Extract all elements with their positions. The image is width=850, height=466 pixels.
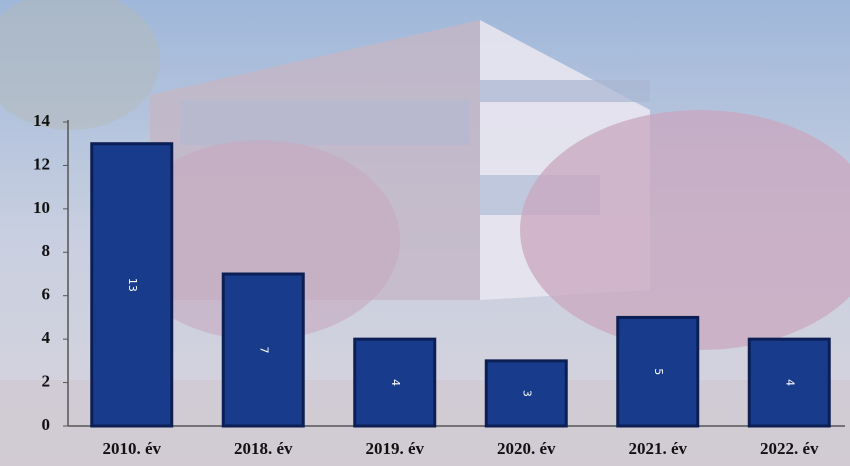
y-tick-label: 12 [33,154,50,173]
value-label: 5 [652,368,665,375]
x-tick-label: 2019. év [365,439,424,458]
page: {"chart_data": {"type": "bar", "categori… [0,0,850,466]
y-tick-label: 4 [42,328,51,347]
y-tick-label: 2 [42,371,51,390]
x-tick-label: 2022. év [760,439,819,458]
y-tick-label: 8 [42,241,51,260]
y-tick-label: 10 [33,198,50,217]
x-tick-label: 2020. év [497,439,556,458]
y-tick-label: 14 [33,111,51,130]
value-label: 3 [520,390,533,397]
x-tick-label: 2021. év [628,439,687,458]
x-tick-label: 2018. év [234,439,293,458]
value-label: 13 [126,278,139,292]
y-tick-label: 6 [42,285,51,304]
value-label: 4 [389,379,402,386]
y-tick-label: 0 [42,415,51,434]
x-tick-label: 2010. év [102,439,161,458]
chart: 0 2 4 6 8 10 12 14 2010. év 13 2018. év 7 2019. év 4 2… [0,0,850,466]
value-label: 4 [783,379,796,386]
value-label: 7 [257,347,270,354]
